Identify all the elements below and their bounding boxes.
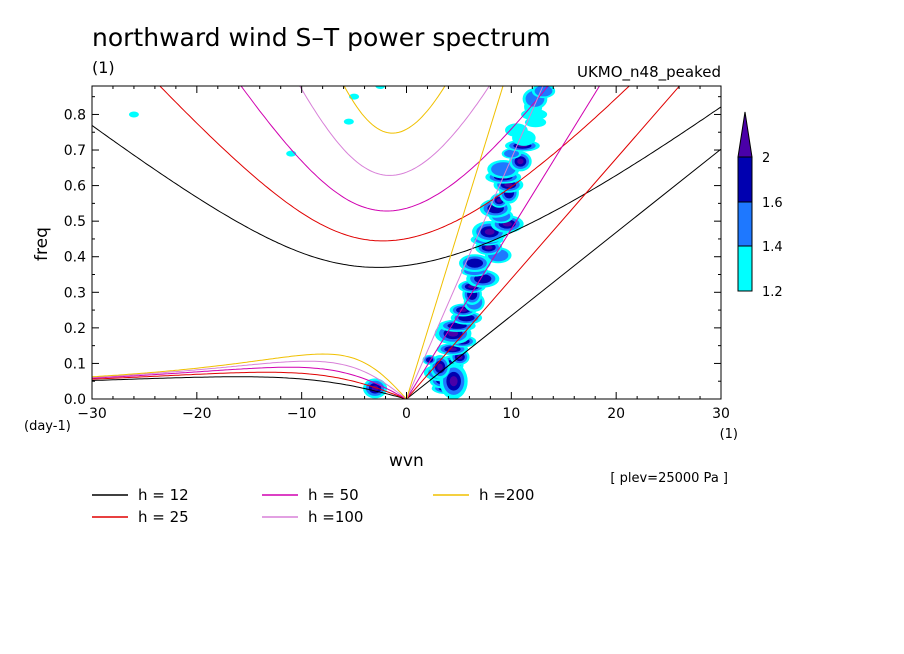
colorbar-segment	[737, 245, 753, 292]
y-tick-label: 0.6	[64, 179, 86, 195]
colorbar-label: 1.2	[762, 285, 783, 300]
dispersion-curve	[92, 106, 721, 268]
y-axis: 0.0 0.1 0.2 0.3 0.4 0.5 0.6 0.7 0.8	[64, 96, 721, 408]
spectral-peak	[496, 198, 502, 203]
rossby-curve	[92, 371, 407, 399]
colorbar-segment	[737, 201, 753, 247]
spectral-peak	[466, 258, 484, 268]
x-tick-label: −30	[77, 406, 107, 422]
chart-title: northward wind S–T power spectrum	[92, 23, 551, 52]
rossby-curve	[92, 353, 407, 399]
spectral-peak	[474, 274, 492, 284]
y-unit-label: (day-1)	[24, 419, 71, 434]
spectral-peak	[517, 158, 524, 165]
colorbar-segment	[737, 156, 753, 203]
rossby-curve	[92, 376, 407, 399]
legend-label: h = 50	[308, 486, 359, 504]
legend: h = 12 h = 25 h = 50 h =100 h =200	[92, 486, 534, 526]
kelvin-line	[406, 86, 504, 399]
y-tick-label: 0.8	[64, 107, 86, 123]
spectral-peak	[343, 118, 354, 125]
kelvin-line	[406, 86, 544, 399]
spectral-peak	[484, 245, 493, 250]
kelvin-line	[406, 86, 601, 399]
spectral-peak	[449, 376, 458, 387]
x-tick-label: −20	[182, 406, 212, 422]
y-tick-label: 0.2	[64, 321, 86, 337]
colorbar-label: 1.6	[762, 196, 783, 211]
y-tick-label: 0.4	[64, 250, 86, 266]
colorbar: 1.2 1.4 1.6 2	[737, 111, 783, 300]
x-tick-label: 0	[402, 406, 411, 422]
spectral-peak	[375, 86, 386, 89]
dispersion-curve	[159, 86, 631, 242]
kelvin-line	[406, 148, 721, 399]
x-axis: −30 −20 −10 0 10 20 30	[77, 86, 730, 422]
y-tick-label: 0.0	[64, 392, 86, 408]
x-tick-label: 20	[607, 406, 625, 422]
legend-label: h = 12	[138, 486, 189, 504]
x-tick-label: −10	[287, 406, 317, 422]
y-tick-label: 0.1	[64, 356, 86, 372]
spectral-peak	[504, 182, 513, 188]
kelvin-line	[406, 86, 681, 399]
colorbar-arrow	[737, 111, 753, 158]
y-tick-label: 0.3	[64, 285, 86, 301]
spectral-peak	[437, 363, 443, 371]
dispersion-curve	[343, 86, 446, 134]
rossby-curve	[92, 366, 407, 399]
y-tick-label: 0.5	[64, 214, 86, 230]
spectral-peak	[504, 149, 519, 158]
spectral-peak	[447, 330, 459, 337]
spectral-peak	[128, 111, 139, 118]
x-unit-label: (1)	[720, 427, 738, 442]
colorbar-label: 1.4	[762, 240, 783, 255]
spectral-peak	[491, 162, 516, 177]
plot-area	[92, 86, 721, 399]
dispersion-curve	[240, 86, 549, 212]
dispersion-curves	[92, 86, 721, 399]
y-axis-label: freq	[32, 227, 52, 261]
y-tick-label: 0.7	[64, 143, 86, 159]
spectral-peak	[484, 228, 495, 235]
plev-note: [ plev=25000 Pa ]	[610, 471, 728, 486]
dispersion-curve	[299, 86, 490, 176]
x-tick-label: 10	[502, 406, 520, 422]
unit-left-label: (1)	[92, 58, 115, 77]
legend-label: h = 25	[138, 508, 189, 526]
x-axis-label: wvn	[389, 451, 424, 471]
legend-label: h =100	[308, 508, 363, 526]
colorbar-label: 2	[762, 151, 770, 166]
legend-label: h =200	[479, 486, 534, 504]
spectral-peak	[328, 76, 338, 82]
x-tick-label: 30	[712, 406, 730, 422]
model-name-label: UKMO_n48_peaked	[577, 63, 721, 82]
rossby-curve	[92, 360, 407, 399]
